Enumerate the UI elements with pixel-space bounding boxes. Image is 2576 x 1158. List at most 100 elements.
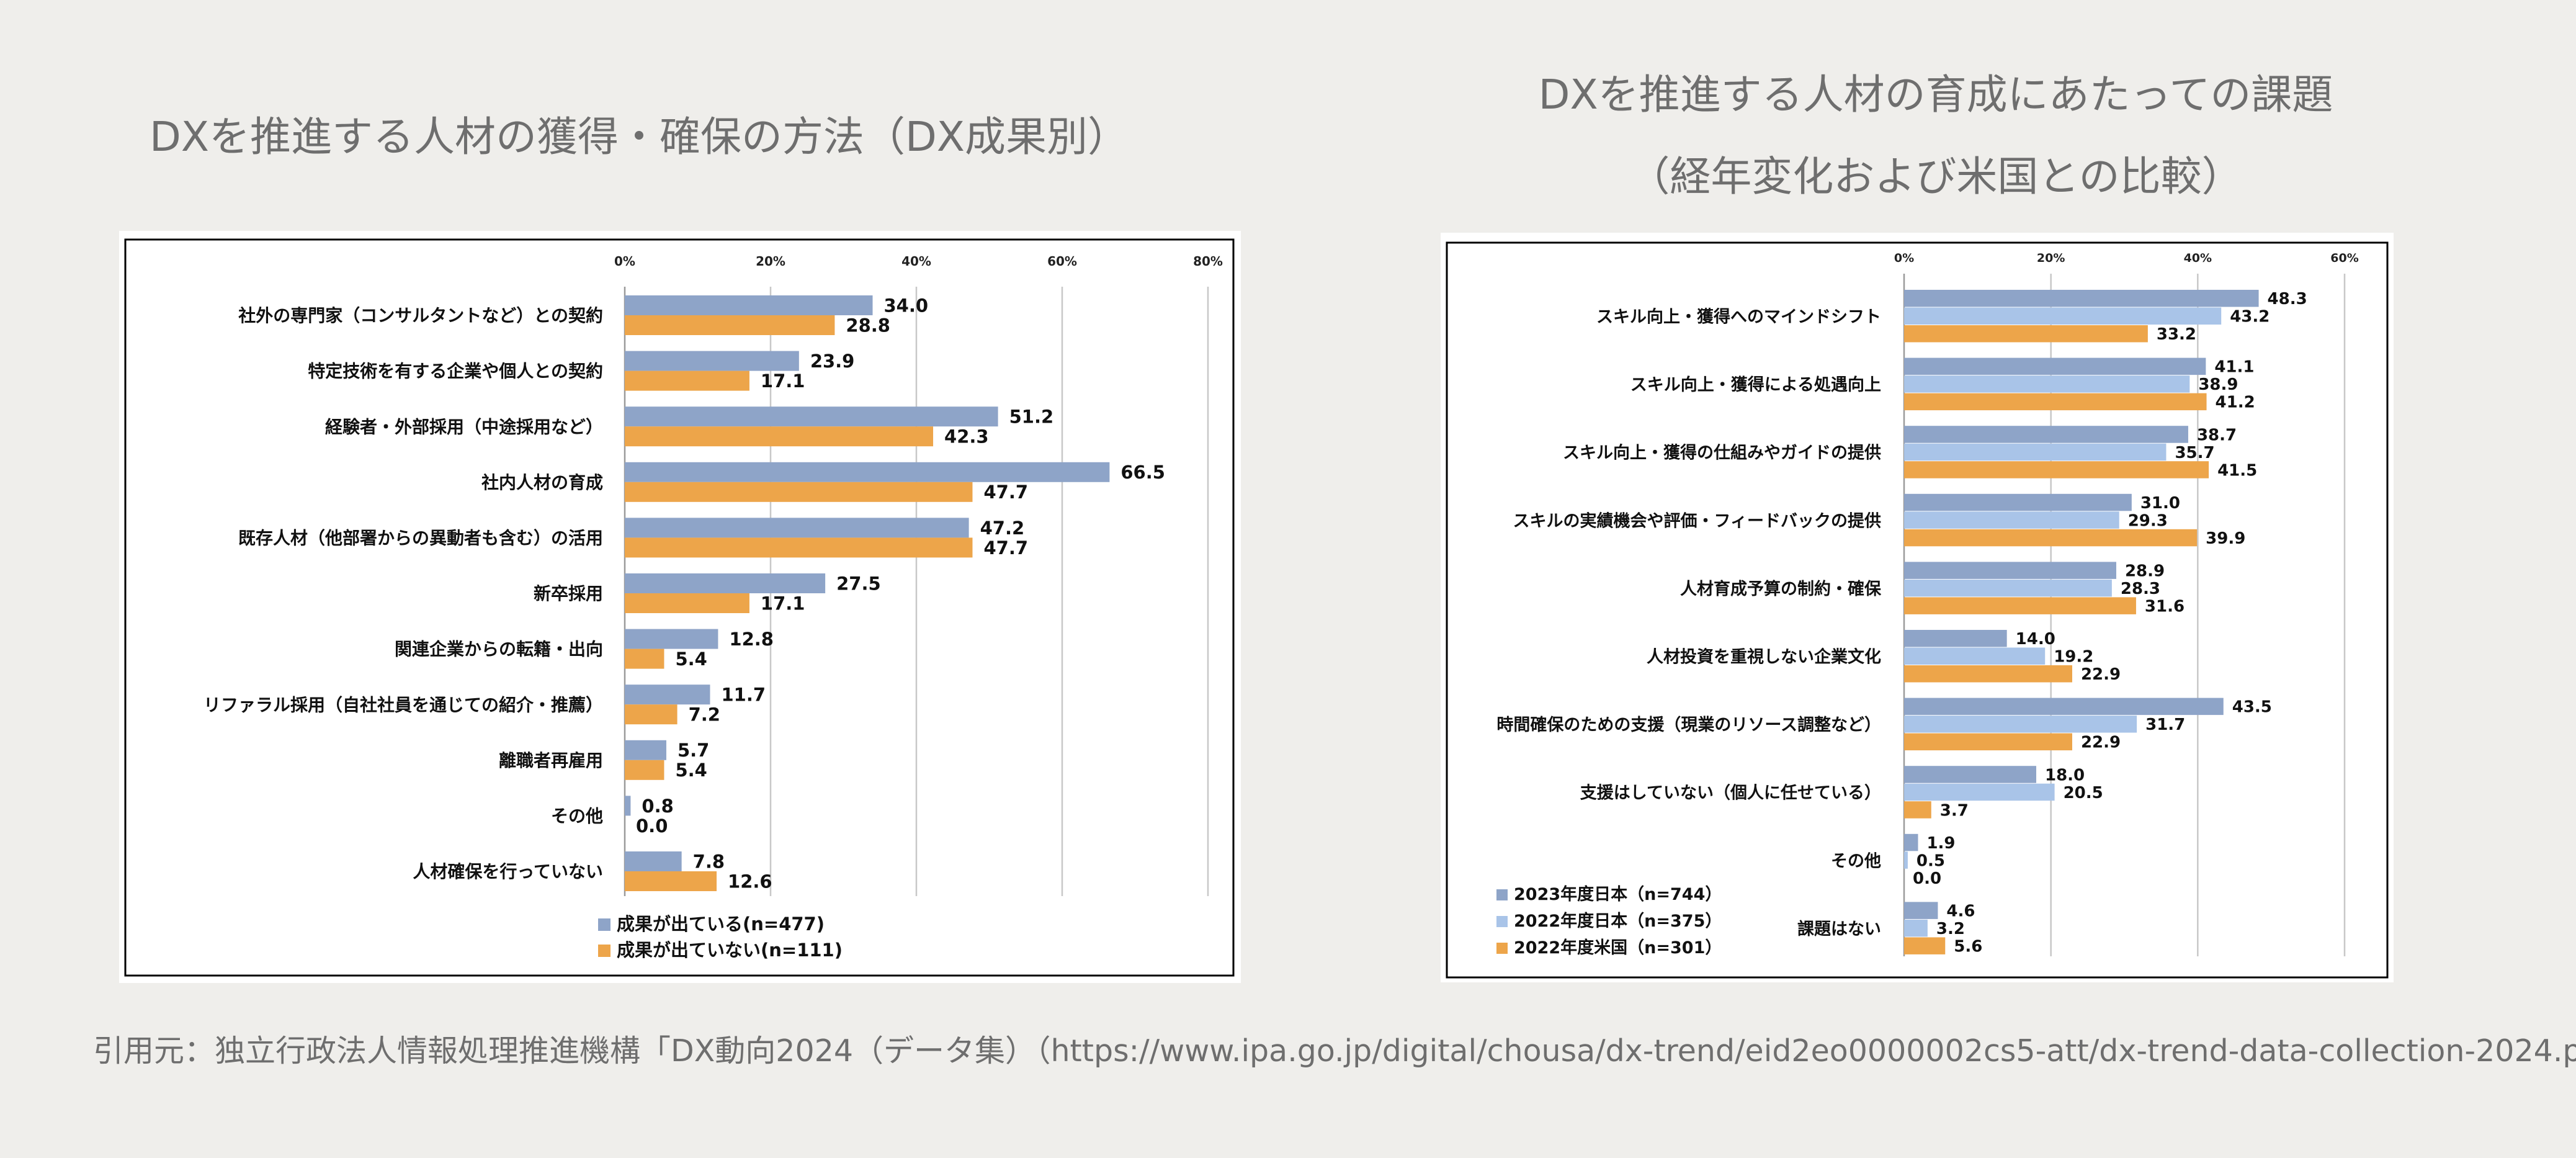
right-data-label: 35.7 bbox=[2175, 444, 2214, 462]
left-data-label: 47.7 bbox=[983, 537, 1028, 559]
left-tick-label: 20% bbox=[756, 254, 785, 269]
left-data-label: 34.0 bbox=[884, 295, 929, 316]
right-bar bbox=[1904, 733, 2072, 751]
left-bar bbox=[625, 704, 678, 725]
left-legend-swatch bbox=[598, 918, 610, 931]
right-category-label: 時間確保のための支援（現業のリソース調整など） bbox=[1496, 715, 1881, 735]
right-bar bbox=[1904, 783, 2055, 801]
left-legend-swatch bbox=[598, 945, 610, 957]
left-bar bbox=[625, 593, 749, 613]
right-bar bbox=[1904, 461, 2209, 478]
left-category-label: 関連企業からの転籍・出向 bbox=[395, 639, 603, 660]
right-bar bbox=[1904, 902, 1938, 919]
left-bar bbox=[625, 684, 710, 705]
left-bar bbox=[625, 406, 998, 427]
right-bar bbox=[1904, 833, 1918, 851]
right-bar bbox=[1904, 851, 1908, 869]
left-tick-label: 40% bbox=[901, 254, 931, 269]
right-data-label: 1.9 bbox=[1926, 834, 1955, 853]
right-category-label: 課題はない bbox=[1797, 919, 1881, 939]
right-data-label: 41.5 bbox=[2217, 461, 2257, 480]
left-tick-label: 60% bbox=[1047, 254, 1077, 269]
left-chart-svg: 0% 20% 40% 60% 80%社外の専門家（コンサルタントなど）との契約 34.02… bbox=[124, 238, 1235, 977]
left-bar bbox=[625, 426, 934, 447]
left-bar bbox=[625, 518, 969, 538]
left-chart-panel: 0% 20% 40% 60% 80% 社外の専門家（コンサルタントなど）との契約 34.0 2… bbox=[119, 231, 1241, 983]
right-bar bbox=[1904, 579, 2112, 597]
right-bar bbox=[1904, 290, 2259, 307]
right-data-label: 18.0 bbox=[2045, 766, 2085, 784]
left-bar bbox=[625, 462, 1110, 482]
left-data-label: 11.7 bbox=[721, 684, 766, 706]
right-data-label: 22.9 bbox=[2081, 734, 2121, 752]
right-category-label: 人材投資を重視しない企業文化 bbox=[1647, 647, 1881, 667]
right-data-label: 22.9 bbox=[2081, 665, 2121, 684]
right-data-label: 43.5 bbox=[2232, 698, 2272, 717]
left-data-label: 5.4 bbox=[675, 649, 707, 670]
right-data-label: 0.5 bbox=[1916, 851, 1945, 870]
left-data-label: 0.0 bbox=[636, 815, 668, 837]
left-category-label: 人材確保を行っていない bbox=[413, 861, 603, 882]
right-legend-label: 2022年度米国（n=301） bbox=[1514, 938, 1722, 958]
right-data-label: 38.9 bbox=[2198, 375, 2238, 394]
left-data-label: 66.5 bbox=[1120, 462, 1165, 483]
right-category-label: スキル向上・獲得による処遇向上 bbox=[1630, 375, 1881, 395]
right-data-label: 0.0 bbox=[1913, 869, 1941, 888]
right-bar bbox=[1904, 375, 2190, 393]
left-bar bbox=[625, 370, 749, 391]
citation-text: 引用元：独立行政法人情報処理推進機構「DX動向2024（データ集）（https:… bbox=[93, 1033, 2576, 1069]
left-data-label: 7.8 bbox=[693, 851, 725, 872]
left-bar bbox=[625, 871, 717, 891]
left-bar bbox=[625, 760, 664, 780]
right-bar bbox=[1904, 529, 2198, 547]
left-category-label: 経験者・外部採用（中途採用など） bbox=[325, 416, 603, 437]
right-bar bbox=[1904, 597, 2136, 614]
right-category-label: 人材育成予算の制約・確保 bbox=[1680, 579, 1882, 599]
right-data-label: 19.2 bbox=[2054, 648, 2093, 667]
left-data-label: 5.4 bbox=[675, 760, 707, 781]
right-bar bbox=[1904, 357, 2206, 375]
left-category-label: 社外の専門家（コンサルタントなど）との契約 bbox=[238, 305, 603, 326]
right-bar bbox=[1904, 647, 2046, 665]
right-data-label: 31.0 bbox=[2140, 494, 2180, 513]
right-data-label: 41.2 bbox=[2216, 393, 2255, 412]
left-legend-label: 成果が出ていない(n=111) bbox=[617, 940, 843, 961]
right-data-label: 28.9 bbox=[2125, 562, 2165, 581]
right-data-label: 28.3 bbox=[2121, 580, 2160, 598]
right-legend-swatch bbox=[1496, 916, 1508, 927]
right-data-label: 5.6 bbox=[1954, 938, 1982, 956]
right-bar bbox=[1904, 511, 2119, 529]
right-chart-svg: 0% 20% 40% 60% スキル向上・獲得へのマインドシフト 48.343.2 33.2… bbox=[1446, 241, 2389, 979]
right-plot-frame bbox=[1446, 241, 2389, 979]
left-bar bbox=[625, 573, 826, 593]
right-data-label: 4.6 bbox=[1946, 902, 1975, 921]
left-data-label: 23.9 bbox=[810, 351, 855, 372]
left-category-label: 新卒採用 bbox=[534, 583, 603, 604]
left-data-label: 12.6 bbox=[728, 871, 772, 892]
left-bar bbox=[625, 351, 799, 371]
right-data-label: 41.1 bbox=[2214, 358, 2254, 377]
left-data-label: 17.1 bbox=[761, 370, 805, 392]
left-data-label: 42.3 bbox=[944, 426, 989, 447]
right-bar bbox=[1904, 562, 2116, 579]
right-bar bbox=[1904, 443, 2167, 461]
right-category-label: スキル向上・獲得の仕組みやガイドの提供 bbox=[1563, 443, 1881, 463]
right-category-label: スキルの実績機会や評価・フィードバックの提供 bbox=[1513, 511, 1881, 531]
right-bar bbox=[1904, 716, 2137, 733]
left-bar bbox=[625, 295, 873, 315]
right-category-label: 支援はしていない（個人に任せている） bbox=[1580, 784, 1881, 803]
left-data-label: 0.8 bbox=[642, 796, 673, 817]
right-legend-label: 2023年度日本（n=744） bbox=[1514, 884, 1722, 904]
right-data-label: 3.7 bbox=[1940, 801, 1969, 820]
right-data-label: 39.9 bbox=[2206, 529, 2245, 548]
right-bar bbox=[1904, 325, 2148, 343]
left-data-label: 51.2 bbox=[1009, 406, 1054, 428]
left-data-label: 12.8 bbox=[729, 629, 774, 650]
left-category-label: その他 bbox=[551, 806, 603, 826]
left-bar bbox=[625, 482, 973, 502]
right-chart-panel: 0% 20% 40% 60% スキル向上・獲得へのマインドシフト 48.3 43.2 33.2… bbox=[1441, 233, 2394, 982]
right-data-label: 20.5 bbox=[2064, 784, 2103, 802]
right-legend-swatch bbox=[1496, 943, 1508, 954]
right-bar bbox=[1904, 393, 2207, 411]
right-data-label: 48.3 bbox=[2268, 290, 2307, 308]
